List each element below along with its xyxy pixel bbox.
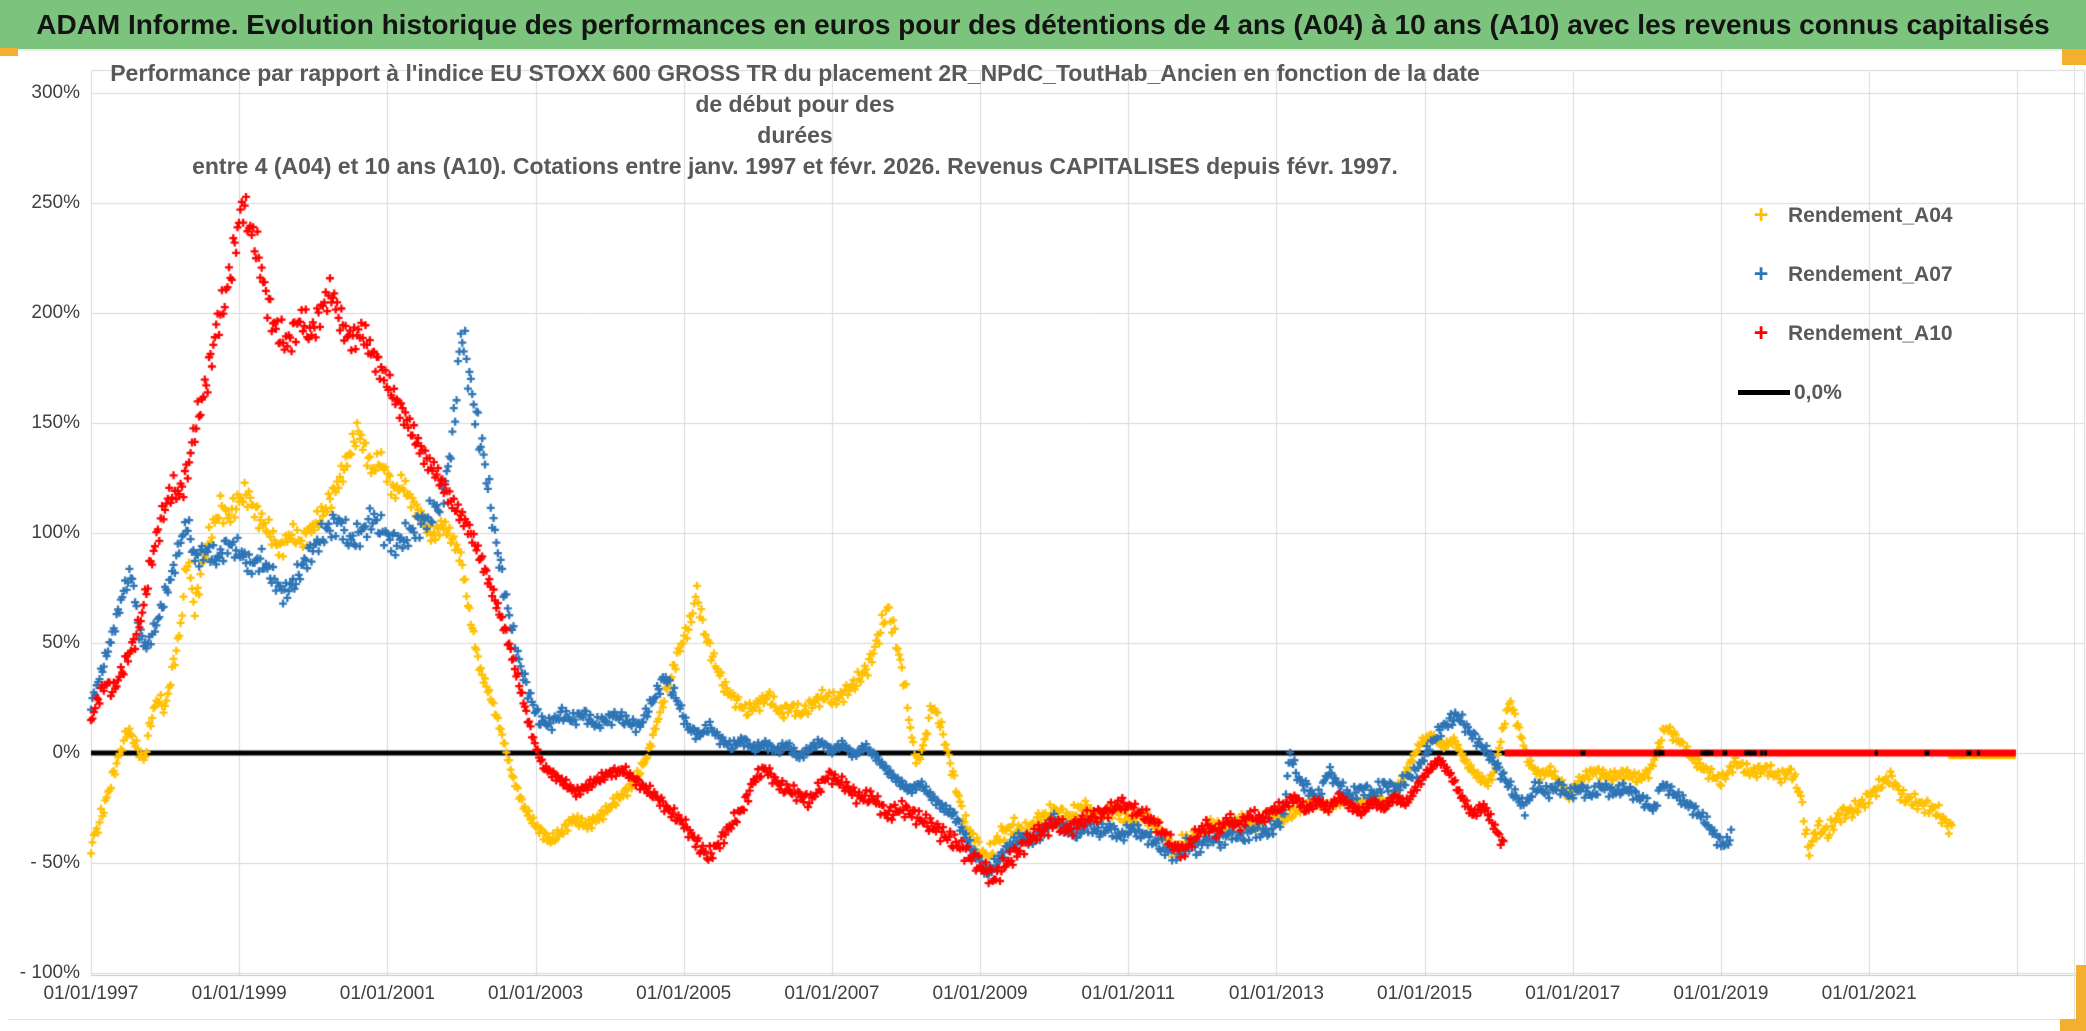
y-axis-label: 200% <box>31 302 80 323</box>
legend-item-rendement_a04[interactable]: + Rendement_A04 <box>1738 186 2068 245</box>
plus-marker-icon: + <box>1753 260 1769 288</box>
x-axis-label: 01/01/2009 <box>932 983 1028 1004</box>
plus-marker-icon: + <box>1753 201 1769 229</box>
legend-label: Rendement_A04 <box>1788 203 1953 227</box>
x-axis-label: 01/01/1997 <box>43 983 139 1004</box>
legend-label: Rendement_A07 <box>1788 262 1953 286</box>
y-axis-label: 0% <box>52 742 80 763</box>
chart-title-line-1: Performance par rapport à l'indice EU ST… <box>110 60 1480 117</box>
gold-accent-top-left <box>0 48 18 56</box>
x-axis-label: 01/01/2019 <box>1673 983 1769 1004</box>
x-axis-label: 01/01/2021 <box>1821 983 1917 1004</box>
x-axis-label: 01/01/2007 <box>784 983 880 1004</box>
y-axis-label: - 50% <box>30 852 80 873</box>
y-axis-label: - 100% <box>19 962 80 983</box>
y-axis-label: 300% <box>31 82 80 103</box>
chart-title-line-2: durées <box>757 122 833 148</box>
y-axis-label: 100% <box>31 522 80 543</box>
legend-item-zero-line[interactable]: 0,0% <box>1738 363 2068 422</box>
legend-item-rendement_a10[interactable]: + Rendement_A10 <box>1738 304 2068 363</box>
x-axis-label: 01/01/2011 <box>1081 983 1176 1004</box>
plus-marker-icon: + <box>1753 319 1769 347</box>
x-axis-label: 01/01/2003 <box>487 983 584 1004</box>
x-axis-label: 01/01/2005 <box>636 983 732 1004</box>
x-axis-label: 01/01/2001 <box>339 983 435 1004</box>
legend-label: Rendement_A10 <box>1788 321 1953 345</box>
zero-line-icon <box>1738 390 1790 395</box>
chart-frame-right <box>2074 60 2075 1020</box>
y-axis-label: 50% <box>41 632 80 653</box>
chart-title-line-3: entre 4 (A04) et 10 ans (A10). Cotations… <box>192 153 1398 179</box>
x-axis-label: 01/01/2017 <box>1525 983 1621 1004</box>
gold-accent-bottom-right <box>2060 1019 2086 1031</box>
x-axis-label: 01/01/2013 <box>1228 983 1324 1004</box>
y-axis-label: 150% <box>31 412 80 433</box>
chart-title: Performance par rapport à l'indice EU ST… <box>95 58 1495 182</box>
chart-legend: + Rendement_A04 + Rendement_A07 + Rendement_A… <box>1738 186 2068 422</box>
x-axis-label: 01/01/1999 <box>191 983 287 1004</box>
legend-item-rendement_a07[interactable]: + Rendement_A07 <box>1738 245 2068 304</box>
y-axis-label: 250% <box>31 192 80 213</box>
legend-label: 0,0% <box>1794 380 1842 404</box>
gold-accent-top-right <box>2062 49 2086 65</box>
x-axis-label: 01/01/2015 <box>1377 983 1473 1004</box>
gold-accent-right-strip <box>2076 965 2086 1031</box>
chart-frame-bottom <box>8 1019 2075 1020</box>
